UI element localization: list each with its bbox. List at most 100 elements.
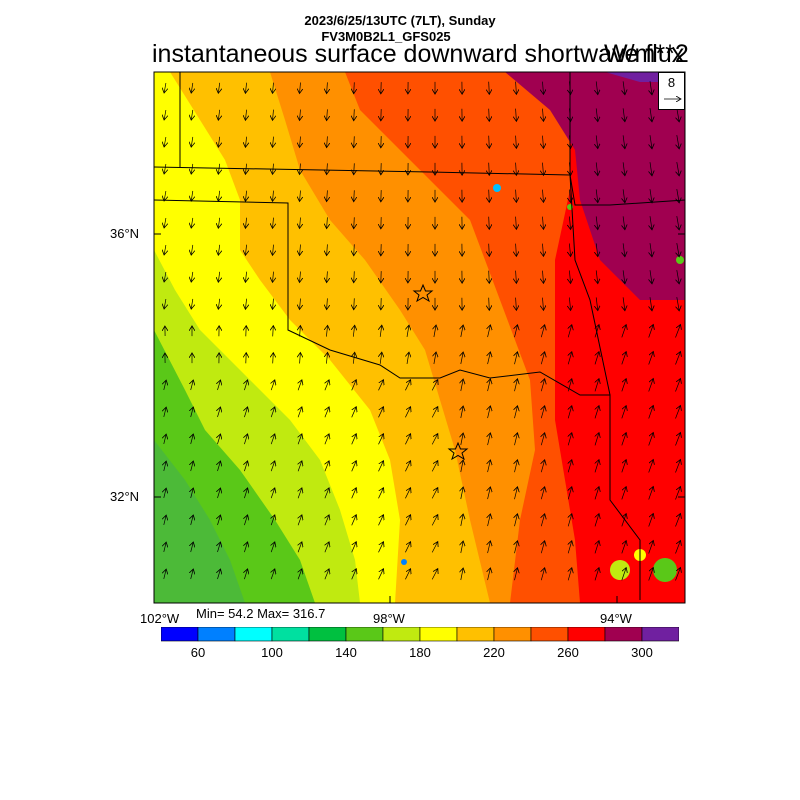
vector-reference-box: 8 xyxy=(658,72,685,110)
wind-vector xyxy=(461,433,463,446)
wind-vector xyxy=(244,569,247,580)
wind-vector xyxy=(675,379,681,392)
wind-vector xyxy=(244,461,247,472)
wind-vector xyxy=(596,108,598,121)
wind-vector xyxy=(431,380,438,391)
wind-vector xyxy=(489,297,490,311)
wind-vector xyxy=(648,352,654,365)
wind-vector xyxy=(354,82,355,93)
wind-vector xyxy=(218,109,219,120)
colorbar-swatch-5 xyxy=(345,627,384,642)
wind-vector xyxy=(595,487,599,500)
wind-vector xyxy=(489,189,490,203)
wind-vector xyxy=(300,136,301,148)
wind-vector xyxy=(273,353,274,364)
wind-vector xyxy=(273,244,274,256)
colorbar-label-4: 220 xyxy=(483,645,505,660)
wind-vector xyxy=(569,270,570,284)
wind-vector xyxy=(595,460,599,473)
wind-vector xyxy=(461,541,463,554)
wind-vector xyxy=(405,569,410,580)
wind-vector xyxy=(675,406,681,419)
wind-vector xyxy=(273,217,274,229)
colorbar-swatch-1 xyxy=(197,627,236,642)
wind-vector xyxy=(568,568,572,581)
wind-vector xyxy=(191,271,193,282)
wind-vector xyxy=(434,352,436,365)
wind-vector xyxy=(488,379,491,392)
colorbar-swatch-2 xyxy=(234,627,273,642)
wind-vector xyxy=(271,380,275,391)
wind-vector xyxy=(327,136,328,147)
wind-vector xyxy=(405,515,410,526)
wind-vector xyxy=(541,514,544,527)
wind-vector xyxy=(245,244,246,256)
wind-vector xyxy=(405,542,410,553)
wind-vector xyxy=(648,487,654,500)
wind-vector xyxy=(648,379,654,392)
wind-vector xyxy=(675,487,681,500)
wind-vector xyxy=(218,217,219,228)
wind-vector xyxy=(648,406,654,419)
wind-vector xyxy=(244,488,247,499)
wind-vector xyxy=(164,434,166,444)
wind-vector xyxy=(650,162,652,176)
wind-vector xyxy=(351,380,357,391)
wind-vector xyxy=(271,569,275,580)
wind-vector xyxy=(164,407,166,417)
wind-vector xyxy=(489,108,490,122)
wind-vector xyxy=(541,460,544,473)
wind-vector xyxy=(568,460,572,473)
wind-vector xyxy=(271,461,275,472)
wind-vector xyxy=(164,569,166,579)
wind-vector xyxy=(675,433,681,446)
wind-vector xyxy=(298,407,302,418)
wind-vector xyxy=(351,434,357,445)
wind-vector xyxy=(378,542,384,553)
vector-reference-value: 8 xyxy=(667,75,676,90)
colorbar-swatch-7 xyxy=(419,627,458,642)
wind-vector xyxy=(488,406,491,419)
wind-vector xyxy=(380,352,382,364)
wind-vector xyxy=(378,434,384,445)
colorbar-swatch-8 xyxy=(456,627,495,642)
wind-vector xyxy=(677,162,679,176)
wind-vector xyxy=(569,297,570,311)
wind-vector xyxy=(543,135,544,149)
wind-vector xyxy=(325,461,329,472)
wind-vector xyxy=(541,352,544,365)
wind-vector xyxy=(191,190,193,201)
wind-vector xyxy=(568,541,572,554)
wind-vector xyxy=(431,407,438,418)
wind-vector xyxy=(191,461,194,472)
wind-vector xyxy=(461,514,463,527)
wind-vector xyxy=(623,216,625,229)
wind-vector xyxy=(273,326,274,337)
wind-vector xyxy=(245,298,246,310)
wind-vector xyxy=(407,352,409,364)
wind-vector xyxy=(515,460,518,473)
wind-vector xyxy=(164,542,166,552)
wind-vector xyxy=(164,109,166,120)
shortwave-flux-field xyxy=(154,72,685,603)
wind-vector xyxy=(191,434,194,445)
wind-vector xyxy=(351,407,357,418)
wind-vector xyxy=(623,162,625,175)
wind-vector xyxy=(675,541,681,554)
wind-vector xyxy=(191,217,193,228)
wind-vector xyxy=(325,434,329,445)
wind-vector xyxy=(300,271,301,283)
wind-vector xyxy=(351,569,357,580)
wind-vector xyxy=(431,434,438,445)
wind-vector xyxy=(595,433,599,446)
wind-vector xyxy=(595,514,599,527)
wind-vector xyxy=(568,352,572,365)
wind-vector xyxy=(218,163,219,174)
wind-vector xyxy=(648,325,654,338)
wind-vector xyxy=(650,108,652,122)
wind-vector xyxy=(650,297,652,311)
wind-vector xyxy=(569,216,570,230)
wind-vector xyxy=(273,298,274,310)
wind-vector xyxy=(650,189,652,203)
wind-vector xyxy=(516,135,517,149)
